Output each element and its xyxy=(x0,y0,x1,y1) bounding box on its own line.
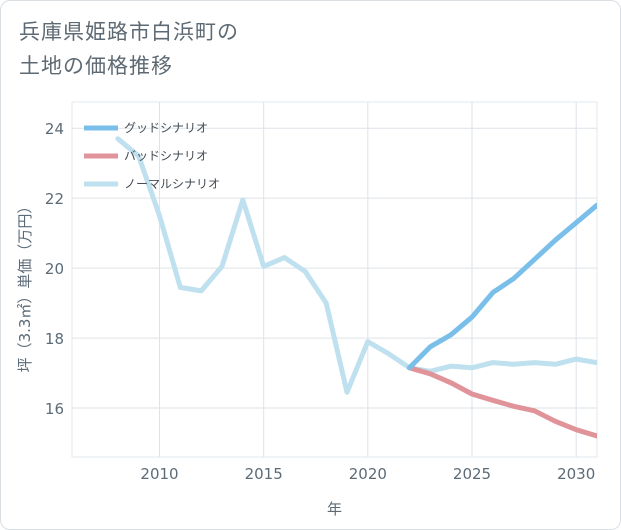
y-tick-label: 22 xyxy=(45,190,64,208)
y-tick-label: 16 xyxy=(45,400,64,418)
tick-labels: 2010 2015 2020 2025 2030 16 18 20 22 24 xyxy=(45,120,595,483)
x-tick-label: 2020 xyxy=(349,465,387,483)
y-tick-label: 18 xyxy=(45,330,64,348)
y-tick-label: 20 xyxy=(45,260,64,278)
chart-title: 兵庫県姫路市白浜町の 土地の価格推移 xyxy=(19,15,579,83)
chart-title-line1: 兵庫県姫路市白浜町の xyxy=(19,20,239,44)
series-line-1 xyxy=(407,365,597,439)
x-tick-label: 2025 xyxy=(453,465,491,483)
series-line-2 xyxy=(115,136,597,395)
plot-area xyxy=(71,101,598,458)
legend-item-2[interactable]: ノーマルシナリオ xyxy=(84,177,220,191)
x-tick-label: 2015 xyxy=(245,465,283,483)
x-axis-title: 年 xyxy=(327,500,342,518)
legend-item-0[interactable]: グッドシナリオ xyxy=(84,121,208,135)
series-line-0 xyxy=(407,202,597,371)
y-tick-label: 24 xyxy=(45,120,64,138)
series-layer xyxy=(115,136,597,439)
legend-item-1[interactable]: バッドシナリオ xyxy=(84,149,208,163)
legend-label: グッドシナリオ xyxy=(124,121,208,135)
y-axis-title: 坪（3.3㎡）単価（万円） xyxy=(16,199,34,373)
x-tick-label: 2030 xyxy=(557,465,595,483)
x-tick-label: 2010 xyxy=(140,465,178,483)
chart-title-line2: 土地の価格推移 xyxy=(19,54,173,78)
legend-label: ノーマルシナリオ xyxy=(124,177,220,191)
legend-label: バッドシナリオ xyxy=(124,149,208,163)
